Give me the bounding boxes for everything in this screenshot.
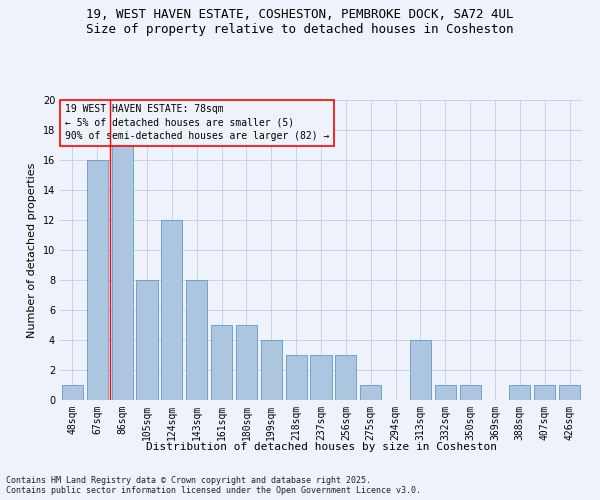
Bar [161, 220, 182, 400]
Bar [559, 385, 580, 400]
Bar [87, 160, 108, 400]
Bar [136, 280, 158, 400]
Bar [112, 145, 133, 400]
Text: Contains HM Land Registry data © Crown copyright and database right 2025.
Contai: Contains HM Land Registry data © Crown c… [6, 476, 421, 495]
Text: 19, WEST HAVEN ESTATE, COSHESTON, PEMBROKE DOCK, SA72 4UL: 19, WEST HAVEN ESTATE, COSHESTON, PEMBRO… [86, 8, 514, 20]
Text: Size of property relative to detached houses in Cosheston: Size of property relative to detached ho… [86, 22, 514, 36]
Bar [460, 385, 481, 400]
Bar [335, 355, 356, 400]
Bar [261, 340, 282, 400]
Bar [211, 325, 232, 400]
Bar [236, 325, 257, 400]
Bar [62, 385, 83, 400]
Y-axis label: Number of detached properties: Number of detached properties [27, 162, 37, 338]
Bar [534, 385, 555, 400]
Bar [286, 355, 307, 400]
Bar [360, 385, 381, 400]
Bar [435, 385, 456, 400]
Bar [410, 340, 431, 400]
Text: 19 WEST HAVEN ESTATE: 78sqm
← 5% of detached houses are smaller (5)
90% of semi-: 19 WEST HAVEN ESTATE: 78sqm ← 5% of deta… [65, 104, 329, 141]
Bar [509, 385, 530, 400]
Text: Distribution of detached houses by size in Cosheston: Distribution of detached houses by size … [146, 442, 497, 452]
Bar [310, 355, 332, 400]
Bar [186, 280, 207, 400]
